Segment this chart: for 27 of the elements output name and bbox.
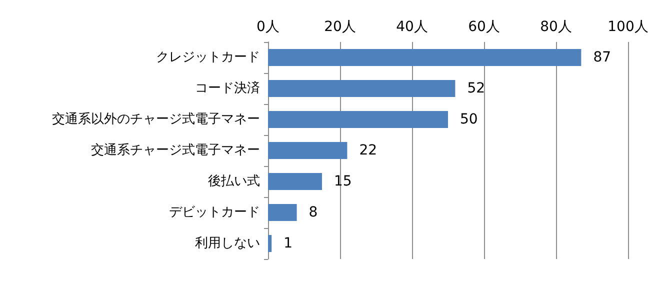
- y-tick-label: デビットカード: [169, 205, 260, 220]
- y-tick-label: 利用しない: [195, 236, 260, 251]
- bar: [268, 142, 348, 160]
- bar: [268, 48, 582, 66]
- x-tick-label: 80人: [540, 19, 572, 35]
- x-tick-label: 20人: [324, 19, 356, 35]
- bar: [268, 80, 456, 98]
- data-label: 8: [308, 204, 318, 220]
- y-tick-label: 交通系チャージ式電子マネー: [91, 142, 260, 158]
- data-label: 15: [334, 174, 352, 190]
- y-tick-label: 交通系以外のチャージ式電子マネー: [52, 111, 260, 127]
- x-tick-label: 100人: [608, 19, 648, 35]
- bar: [268, 204, 297, 222]
- x-tick-label: 40人: [396, 19, 428, 35]
- bar: [268, 234, 272, 252]
- y-tick-label: 後払い式: [208, 174, 260, 189]
- bar: [268, 110, 448, 128]
- data-label: 1: [284, 236, 293, 252]
- y-tick-label: コード決済: [195, 80, 260, 96]
- data-label: 22: [359, 142, 378, 158]
- x-tick-label: 0人: [256, 19, 280, 35]
- data-label: 52: [467, 80, 486, 96]
- x-tick-label: 60人: [468, 19, 500, 35]
- y-tick-label: クレジットカード: [156, 50, 260, 65]
- data-label: 87: [593, 50, 612, 66]
- data-label: 50: [460, 112, 478, 128]
- bar: [268, 172, 322, 190]
